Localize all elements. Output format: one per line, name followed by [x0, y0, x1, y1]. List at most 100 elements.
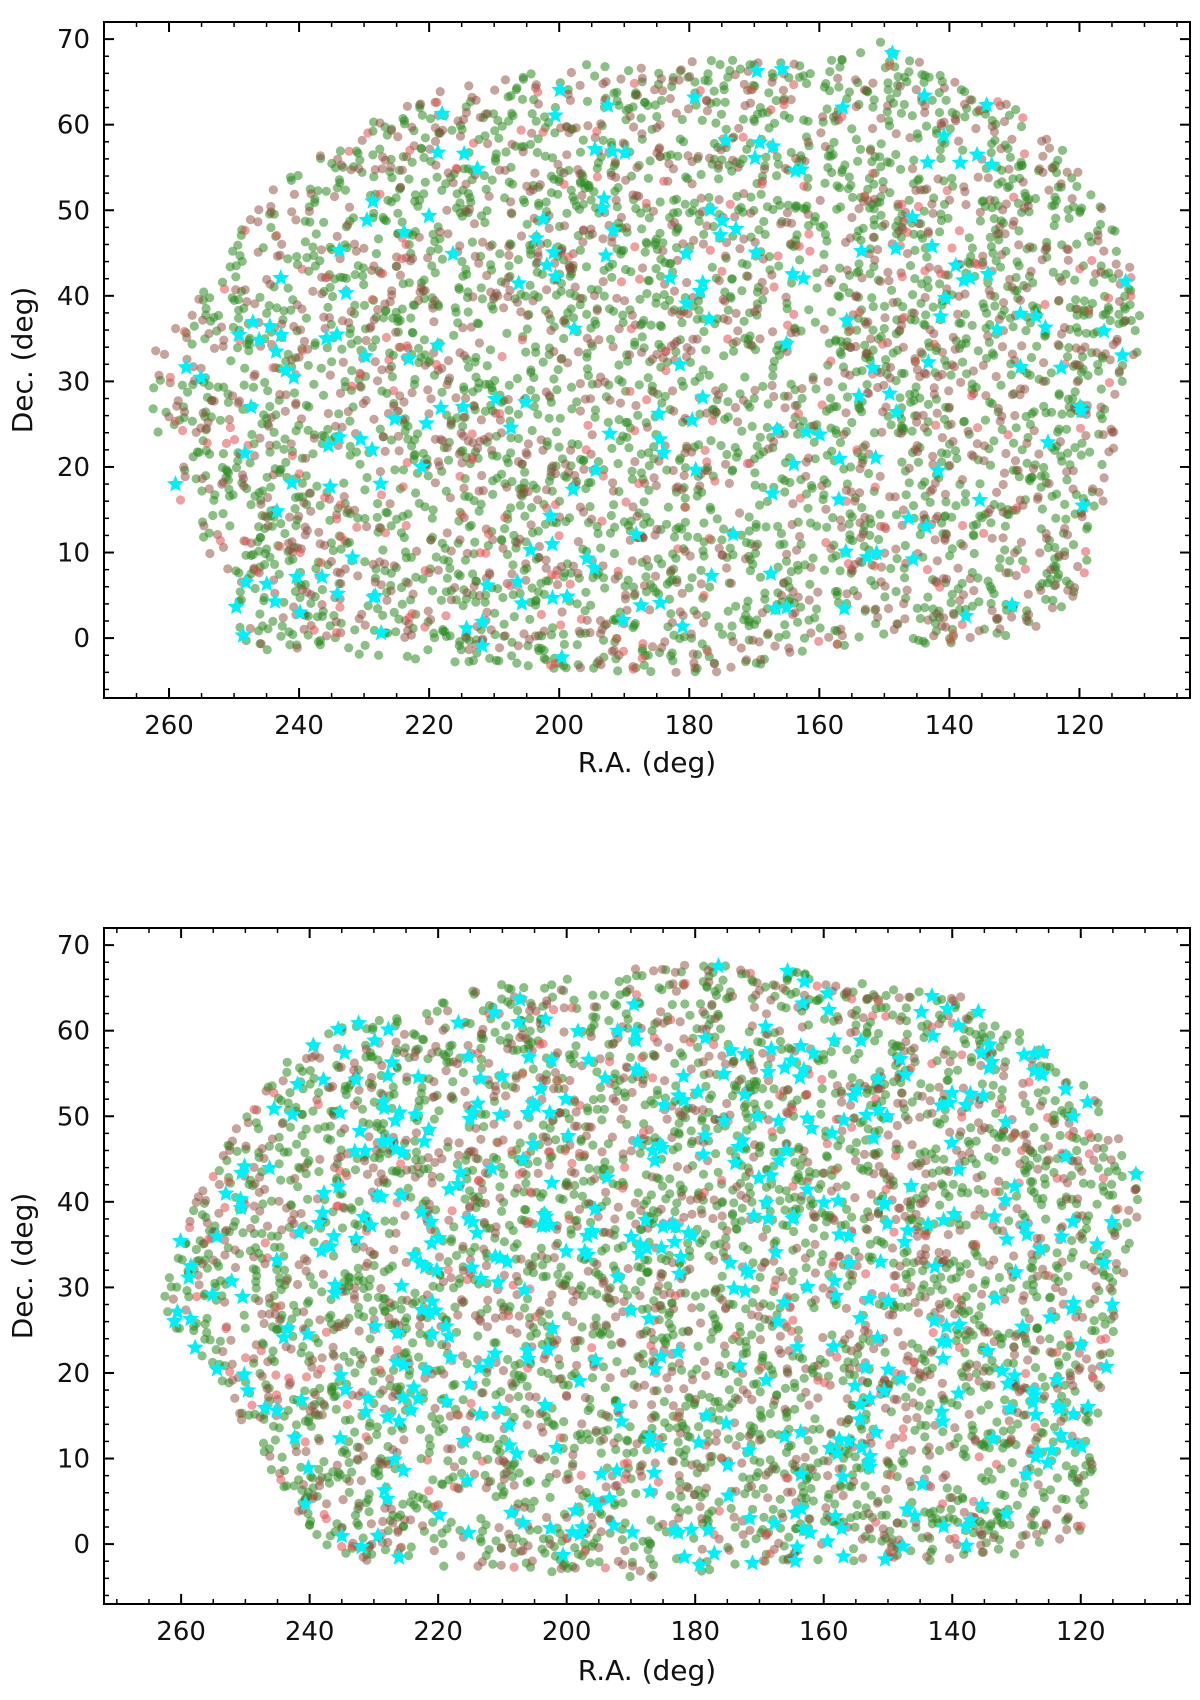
data-point — [293, 170, 303, 181]
data-point — [556, 562, 567, 572]
star-point — [724, 525, 742, 542]
data-point — [883, 603, 894, 614]
data-point — [194, 447, 204, 457]
data-point — [722, 563, 732, 573]
data-point — [899, 312, 909, 322]
data-point — [240, 363, 250, 373]
data-point — [920, 107, 930, 118]
x-tick-label: 120 — [1055, 711, 1105, 741]
data-point — [705, 153, 715, 163]
data-point — [1015, 390, 1025, 400]
data-point — [979, 528, 989, 539]
data-point — [964, 233, 974, 243]
data-point — [816, 1099, 826, 1109]
data-point — [989, 214, 999, 224]
data-point — [476, 415, 486, 425]
data-point — [431, 552, 441, 562]
star-point — [330, 241, 348, 258]
data-point — [274, 569, 284, 579]
data-point — [925, 325, 935, 335]
data-point — [321, 631, 332, 641]
scatter-panel-bottom: 260 240 220 200 180 160 140 120 010203040506070… — [6, 927, 1191, 1687]
data-point — [764, 123, 774, 133]
data-point — [573, 439, 583, 450]
star-point — [923, 237, 941, 254]
data-point — [650, 240, 660, 250]
data-point — [1056, 602, 1066, 612]
data-point — [625, 1210, 636, 1220]
data-point — [899, 99, 909, 110]
data-point — [942, 185, 952, 196]
data-point — [476, 499, 486, 509]
data-point — [1110, 389, 1120, 399]
data-point — [877, 427, 887, 437]
data-point — [757, 179, 767, 189]
data-point — [870, 482, 880, 492]
data-point — [917, 480, 927, 490]
data-point — [323, 302, 333, 312]
data-point — [615, 398, 626, 408]
data-point — [983, 576, 993, 586]
data-point — [805, 69, 815, 79]
data-point — [880, 219, 890, 229]
data-point — [908, 501, 919, 511]
data-point — [886, 563, 896, 574]
star-point — [683, 411, 701, 428]
data-point — [325, 370, 335, 380]
data-point — [237, 470, 248, 480]
data-point — [1057, 145, 1068, 155]
data-point — [529, 213, 539, 223]
star-point — [811, 425, 829, 442]
data-point — [854, 204, 864, 214]
data-point — [322, 343, 332, 353]
data-point — [733, 162, 743, 172]
data-point — [550, 469, 561, 479]
data-point — [223, 564, 233, 574]
data-point — [875, 471, 885, 481]
data-point — [1014, 261, 1024, 271]
data-point — [671, 108, 681, 118]
data-point — [291, 400, 301, 410]
data-point — [459, 412, 469, 422]
data-point — [536, 609, 547, 620]
data-point — [336, 160, 347, 170]
data-point — [262, 308, 272, 318]
data-point — [558, 629, 569, 639]
data-point — [291, 215, 301, 225]
data-point — [769, 437, 779, 447]
data-point — [302, 587, 312, 597]
data-point — [478, 237, 488, 247]
data-point — [806, 481, 817, 491]
data-point — [869, 428, 880, 438]
star-point — [478, 576, 496, 593]
data-point — [1132, 1194, 1143, 1205]
data-point — [891, 149, 901, 160]
data-point — [344, 1437, 354, 1447]
data-point — [598, 234, 608, 244]
data-point — [494, 165, 505, 175]
data-point — [544, 391, 554, 401]
data-point — [299, 498, 309, 508]
data-point — [675, 134, 685, 144]
data-point — [542, 285, 552, 295]
data-point — [357, 135, 367, 145]
data-point — [750, 480, 760, 490]
data-point — [1054, 550, 1064, 560]
data-point — [253, 217, 263, 227]
data-point — [935, 145, 945, 155]
data-point — [683, 104, 694, 114]
data-point — [855, 464, 865, 474]
data-point — [587, 430, 597, 440]
data-point — [728, 155, 738, 165]
star-point — [356, 347, 374, 364]
data-point — [685, 551, 695, 561]
data-point — [218, 477, 228, 487]
data-point — [515, 588, 525, 599]
data-point — [802, 201, 812, 211]
data-point — [228, 246, 238, 256]
y-tick-label: 70 — [57, 25, 90, 55]
data-point — [677, 588, 687, 599]
data-point — [1018, 177, 1028, 187]
data-point — [231, 272, 241, 282]
data-point — [536, 578, 546, 589]
